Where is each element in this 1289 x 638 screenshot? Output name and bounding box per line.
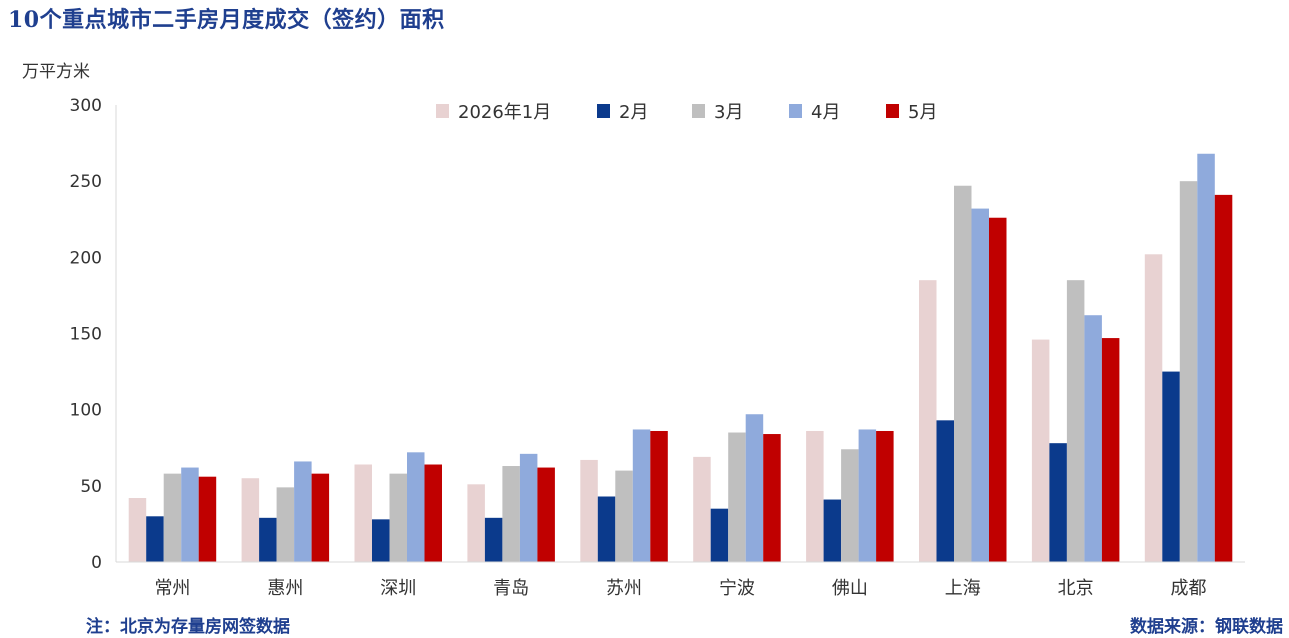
bar-成都-2月 <box>1162 371 1180 562</box>
y-tick-label: 150 <box>70 325 102 345</box>
bar-上海-2026年1月 <box>919 280 937 562</box>
legend-label: 2月 <box>619 102 648 123</box>
bar-惠州-5月 <box>311 473 330 562</box>
bar-常州-2026年1月 <box>128 498 147 562</box>
legend-label: 3月 <box>714 102 743 123</box>
bar-北京-3月 <box>1066 280 1085 562</box>
y-tick-label: 250 <box>70 172 102 192</box>
legend: 2026年1月 2月 3月 4月 5月 <box>436 102 937 123</box>
bar-苏州-3月 <box>615 470 633 562</box>
bar-宁波-4月 <box>745 414 764 562</box>
bar-苏州-2月 <box>597 496 616 562</box>
bar-惠州-2026年1月 <box>241 478 260 562</box>
bar-成都-3月 <box>1179 181 1198 563</box>
y-tick-label: 300 <box>70 96 102 116</box>
bar-宁波-3月 <box>728 432 746 562</box>
bar-深圳-4月 <box>407 452 425 562</box>
legend-label: 5月 <box>908 102 937 123</box>
legend-label: 2026年1月 <box>458 102 551 123</box>
bar-佛山-2月 <box>823 499 842 562</box>
bar-上海-5月 <box>989 217 1007 563</box>
bar-苏州-5月 <box>650 430 668 562</box>
bar-常州-4月 <box>181 467 199 562</box>
x-tick-label: 惠州 <box>267 578 303 599</box>
bar-上海-3月 <box>954 185 972 563</box>
x-tick-label: 佛山 <box>832 578 868 599</box>
bar-成都-2026年1月 <box>1144 254 1163 563</box>
y-tick-label: 200 <box>70 248 102 268</box>
bar-北京-2026年1月 <box>1031 339 1050 562</box>
bar-宁波-2026年1月 <box>693 456 711 562</box>
data-source: 数据来源：钢联数据 <box>1130 617 1283 637</box>
bar-青岛-2月 <box>484 517 503 562</box>
legend-swatch <box>789 104 802 118</box>
bar-青岛-5月 <box>537 467 555 562</box>
bar-深圳-3月 <box>389 473 407 562</box>
bar-深圳-5月 <box>424 464 442 562</box>
bar-青岛-4月 <box>519 453 538 562</box>
legend-swatch <box>436 104 449 118</box>
y-tick-label: 50 <box>80 477 102 497</box>
bar-深圳-2026年1月 <box>354 464 372 562</box>
x-tick-label: 深圳 <box>380 578 416 599</box>
bar-成都-5月 <box>1214 194 1233 562</box>
x-tick-label: 北京 <box>1058 578 1094 599</box>
bar-苏州-4月 <box>632 429 651 562</box>
bar-上海-2月 <box>936 420 954 562</box>
bar-佛山-3月 <box>841 449 859 562</box>
x-tick-label: 上海 <box>945 578 981 599</box>
legend-swatch <box>597 104 610 118</box>
bar-青岛-3月 <box>502 466 520 562</box>
x-tick-label: 宁波 <box>719 578 755 599</box>
bar-佛山-2026年1月 <box>806 430 824 562</box>
y-axis: 0 50 100 150 200 250 300 <box>70 96 117 573</box>
y-tick-label: 100 <box>70 401 102 421</box>
x-axis: 常州 惠州 深圳 青岛 苏州 宁波 佛山 上海 北京 成都 <box>116 561 1245 599</box>
footnote: 注：北京为存量房网签数据 <box>86 617 290 637</box>
bar-宁波-5月 <box>763 434 781 562</box>
bar-佛山-5月 <box>876 430 894 562</box>
bar-常州-2月 <box>146 516 164 562</box>
legend-label: 4月 <box>811 102 840 123</box>
bar-惠州-2月 <box>259 517 277 562</box>
bar-宁波-2月 <box>710 508 729 562</box>
bar-北京-4月 <box>1084 315 1102 562</box>
bar-北京-5月 <box>1101 338 1120 562</box>
bar-常州-3月 <box>163 473 182 562</box>
chart-title: 10个重点城市二手房月度成交（签约）面积 <box>8 7 445 33</box>
bar-上海-4月 <box>971 208 989 562</box>
bars <box>128 153 1233 563</box>
y-axis-unit: 万平方米 <box>22 62 90 82</box>
bar-惠州-3月 <box>276 487 295 562</box>
x-tick-label: 青岛 <box>493 578 529 599</box>
y-tick-label: 0 <box>91 553 102 573</box>
legend-swatch <box>692 104 705 118</box>
x-tick-label: 苏州 <box>606 578 642 599</box>
bar-常州-5月 <box>198 476 217 562</box>
bar-青岛-2026年1月 <box>467 484 485 562</box>
bar-苏州-2026年1月 <box>580 459 598 562</box>
x-tick-label: 成都 <box>1171 578 1207 599</box>
bar-深圳-2月 <box>372 519 390 562</box>
bar-惠州-4月 <box>294 461 312 562</box>
bar-佛山-4月 <box>858 429 877 562</box>
bar-北京-2月 <box>1049 443 1067 562</box>
legend-swatch <box>886 104 899 118</box>
x-tick-label: 常州 <box>154 578 190 599</box>
bar-成都-4月 <box>1197 153 1215 562</box>
